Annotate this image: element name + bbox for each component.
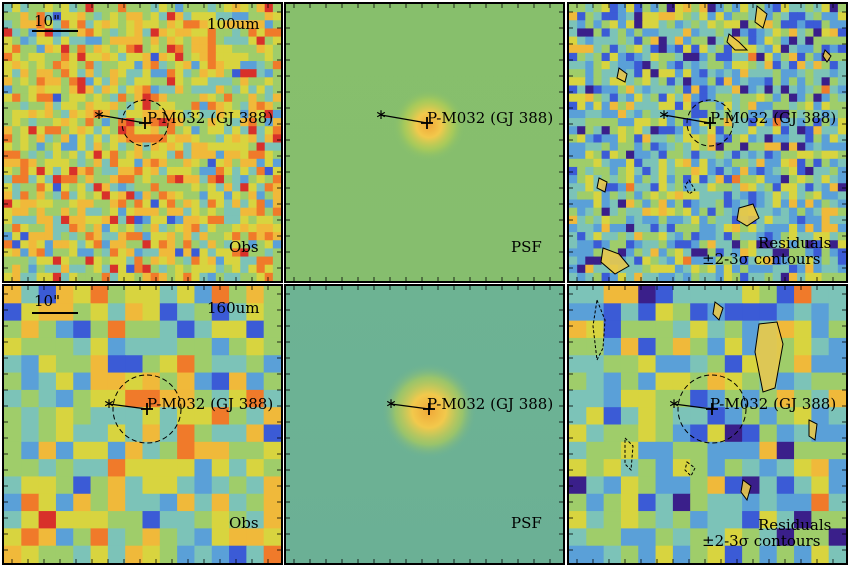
corner-label-contours: ±2-3σ contours — [702, 532, 821, 550]
psf-100um-map — [286, 4, 563, 281]
source-label: P-M032 (GJ 388) — [147, 395, 274, 413]
panel-psf-100um: ∗ P-M032 (GJ 388) PSF — [284, 2, 565, 283]
obs-160um-overlay: ∗ — [4, 286, 281, 563]
corner-label-residuals: Residuals — [758, 516, 832, 534]
svg-text:∗: ∗ — [375, 107, 387, 123]
svg-text:∗: ∗ — [93, 107, 105, 123]
source-label: P-M032 (GJ 388) — [710, 395, 837, 413]
scalebar-label: 10" — [34, 12, 60, 30]
panel-obs-160um: ∗ 10" 160um P-M032 (GJ 388) Obs — [2, 284, 283, 565]
panel-psf-160um: ∗ P-M032 (GJ 388) PSF — [284, 284, 565, 565]
panel-residuals-160um: ∗ P-M032 (GJ 388) Residuals ±2-3σ contou… — [567, 284, 848, 565]
psf-100um-overlay: ∗ — [286, 4, 563, 281]
residuals-160um-map — [569, 286, 846, 563]
band-label: 160um — [207, 299, 260, 317]
corner-label-contours: ±2-3σ contours — [702, 250, 821, 268]
psf-160um-overlay: ∗ — [286, 286, 563, 563]
psf-160um-map — [286, 286, 563, 563]
obs-160um-map — [4, 286, 281, 563]
residuals-100um-map — [569, 4, 846, 281]
residuals-160um-overlay: ∗ — [569, 286, 846, 563]
corner-label-residuals: Residuals — [758, 234, 832, 252]
source-label: P-M032 (GJ 388) — [427, 109, 554, 127]
corner-label: Obs — [229, 514, 259, 532]
source-label: P-M032 (GJ 388) — [427, 395, 554, 413]
svg-text:∗: ∗ — [385, 396, 397, 412]
svg-text:∗: ∗ — [668, 396, 680, 412]
corner-label: PSF — [511, 514, 542, 532]
band-label: 100um — [207, 15, 260, 33]
svg-text:∗: ∗ — [103, 396, 115, 412]
obs-100um-map — [4, 4, 281, 281]
residuals-100um-overlay: ∗ — [569, 4, 846, 281]
obs-100um-overlay: ∗ — [4, 4, 281, 281]
svg-text:∗: ∗ — [658, 107, 670, 123]
panel-residuals-100um: ∗ P-M032 (GJ 388) Residuals ±2-3σ contou… — [567, 2, 848, 283]
scalebar-label: 10" — [34, 292, 60, 310]
panel-obs-100um: ∗ 10" 100um P-M032 (GJ 388) Obs — [2, 2, 283, 283]
corner-label: PSF — [511, 238, 542, 256]
corner-label: Obs — [229, 238, 259, 256]
source-label: P-M032 (GJ 388) — [147, 109, 274, 127]
source-label: P-M032 (GJ 388) — [710, 109, 837, 127]
